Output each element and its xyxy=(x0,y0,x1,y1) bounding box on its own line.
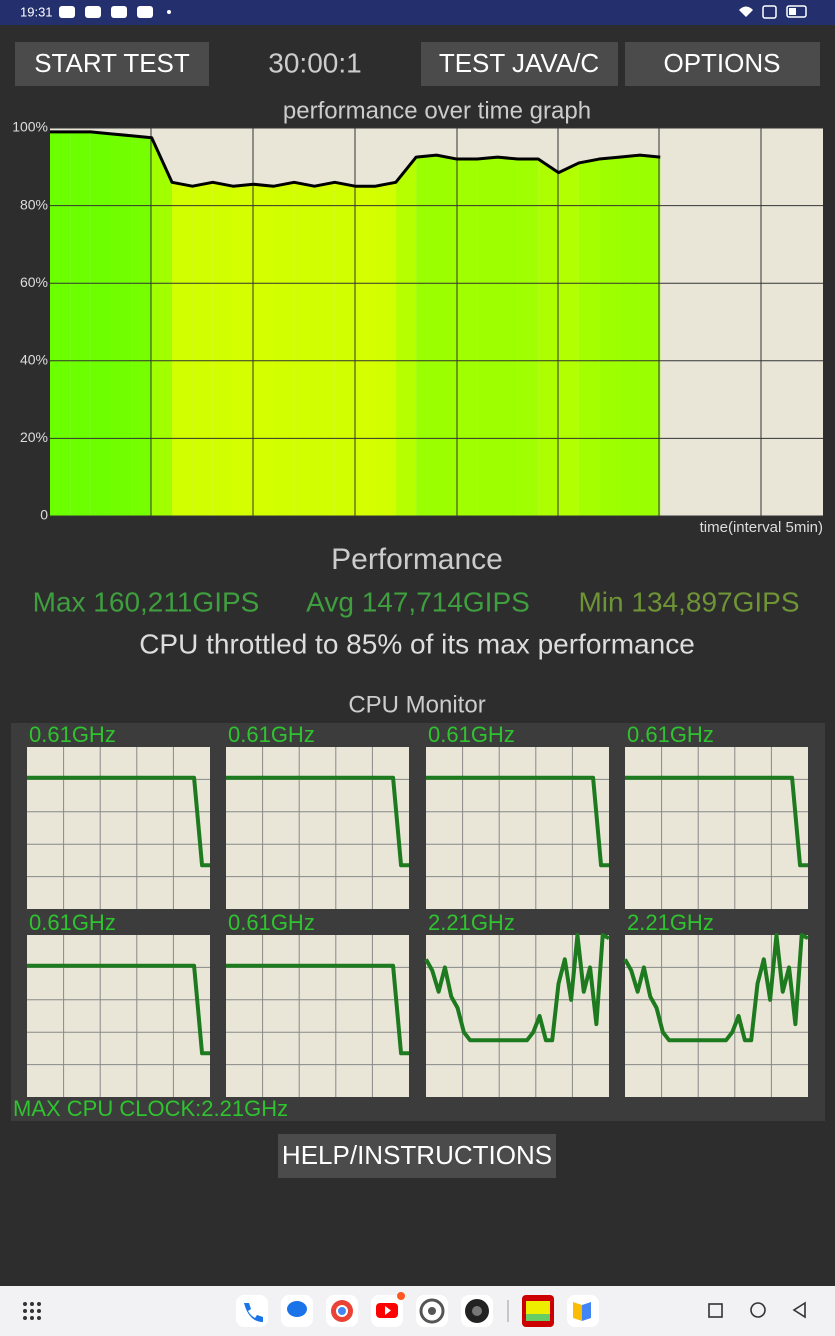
performance-area xyxy=(639,155,661,516)
performance-area xyxy=(70,131,91,516)
min-performance: Min 134,897GIPS xyxy=(578,586,799,617)
core-frequency-line xyxy=(226,963,409,1056)
help-button[interactable] xyxy=(278,1134,556,1178)
performance-area xyxy=(212,182,234,516)
graph-vertical-grid xyxy=(150,128,762,516)
max-cpu-clock: MAX CPU CLOCK:2.21GHz xyxy=(13,1096,288,1121)
core-chart-background xyxy=(426,747,609,909)
performance-area xyxy=(314,182,335,516)
core-frequency-label: 0.61GHz xyxy=(228,910,315,935)
help-label[interactable]: HELP/INSTRUCTIONS xyxy=(282,1140,552,1170)
throttle-summary: CPU throttled to 85% of its max performa… xyxy=(139,628,695,659)
dock-apps[interactable] xyxy=(236,1292,599,1327)
core-frequency-label: 0.61GHz xyxy=(228,722,315,747)
performance-area xyxy=(90,131,112,516)
core-frequency-line xyxy=(27,963,210,1056)
performance-area xyxy=(395,157,417,516)
test-java-label[interactable]: TEST JAVA/C xyxy=(439,48,599,78)
performance-area xyxy=(538,159,559,517)
y-tick-label: 0 xyxy=(40,507,48,523)
core-frequency-line xyxy=(426,775,609,868)
x-axis-label: time(interval 5min) xyxy=(700,519,823,536)
performance-area xyxy=(253,184,274,516)
performance-area xyxy=(599,157,620,516)
options-button[interactable] xyxy=(625,42,820,86)
performance-area xyxy=(436,155,457,516)
performance-area xyxy=(151,137,173,516)
core-frequency-line xyxy=(424,933,610,1043)
core-chart-background xyxy=(226,935,409,1097)
y-tick-label: 20% xyxy=(20,429,48,445)
performance-area xyxy=(111,133,132,516)
performance-area xyxy=(456,159,478,517)
core-frequency-line xyxy=(623,933,809,1043)
cpu-monitor-title: CPU Monitor xyxy=(348,691,485,718)
options-label[interactable]: OPTIONS xyxy=(663,48,780,78)
core-frequency-label: 0.61GHz xyxy=(29,722,116,747)
performance-area xyxy=(273,182,295,516)
performance-heading: Performance xyxy=(331,543,503,576)
start-test-button[interactable] xyxy=(15,42,209,86)
core-chart-background xyxy=(625,747,808,909)
test-java-button[interactable] xyxy=(421,42,618,86)
performance-area xyxy=(517,159,539,517)
start-test-label[interactable]: START TEST xyxy=(34,48,190,78)
avg-performance: Avg 147,714GIPS xyxy=(306,586,530,617)
performance-area xyxy=(416,155,437,516)
timer: 30:00:1 xyxy=(268,47,361,78)
performance-area xyxy=(497,157,518,516)
core-chart-background xyxy=(27,935,210,1097)
core-frequency-line xyxy=(226,775,409,868)
performance-area xyxy=(172,182,193,516)
core-chart-background xyxy=(226,747,409,909)
core-frequency-line xyxy=(27,775,210,868)
core-frequency-label: 0.61GHz xyxy=(29,910,116,935)
performance-area xyxy=(233,184,254,516)
y-tick-label: 80% xyxy=(20,196,48,212)
y-tick-label: 40% xyxy=(20,352,48,368)
status-time: 19:31 xyxy=(20,4,53,19)
performance-area xyxy=(355,186,376,516)
performance-area xyxy=(477,157,498,516)
max-performance: Max 160,211GIPS xyxy=(33,586,260,617)
app-drawer-icon[interactable] xyxy=(23,1302,41,1320)
performance-area xyxy=(375,182,396,516)
system-nav-buttons[interactable] xyxy=(708,1301,806,1319)
performance-area xyxy=(334,182,356,516)
core-chart-background xyxy=(27,747,210,909)
y-tick-label: 60% xyxy=(20,274,48,290)
core-frequency-label: 0.61GHz xyxy=(627,722,714,747)
graph-title: performance over time graph xyxy=(283,97,591,124)
core-frequency-label: 2.21GHz xyxy=(627,910,714,935)
performance-area xyxy=(558,162,579,517)
core-frequency-label: 2.21GHz xyxy=(428,910,515,935)
performance-area xyxy=(50,131,71,516)
performance-area xyxy=(578,159,600,517)
performance-area xyxy=(131,135,152,516)
performance-area xyxy=(619,155,640,516)
y-tick-label: 100% xyxy=(12,119,48,135)
performance-line xyxy=(50,130,661,188)
status-icons xyxy=(59,5,807,19)
core-frequency-line xyxy=(625,775,808,868)
performance-area xyxy=(192,182,213,516)
core-frequency-label: 0.61GHz xyxy=(428,722,515,747)
performance-area xyxy=(294,182,315,516)
